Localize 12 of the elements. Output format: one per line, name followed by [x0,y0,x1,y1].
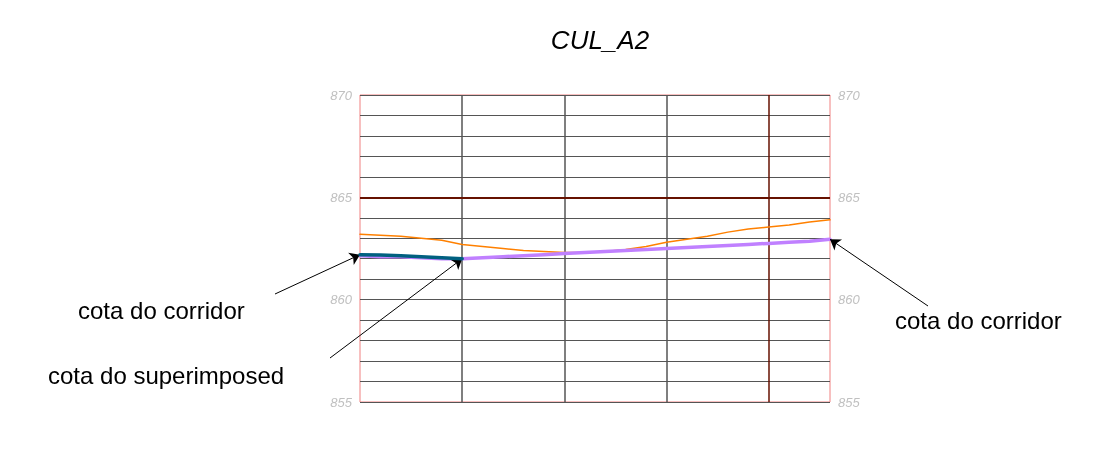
y-tick-label: 855 [330,394,353,410]
y-tick-label: 860 [330,292,353,308]
text: cota do corridor [895,306,1062,334]
y-tick-label: 870 [330,87,353,103]
y2-tick-label: 870 [838,87,861,103]
y2-tick-label: 860 [838,292,861,308]
y-tick-label: 865 [330,189,353,205]
y2-tick-label: 855 [838,394,861,410]
y2-tick-label: 865 [838,189,861,205]
chart-title: CUL_A2 [550,25,650,55]
text: cota do corridor [78,296,245,324]
text: cota do superimposed [48,361,285,389]
